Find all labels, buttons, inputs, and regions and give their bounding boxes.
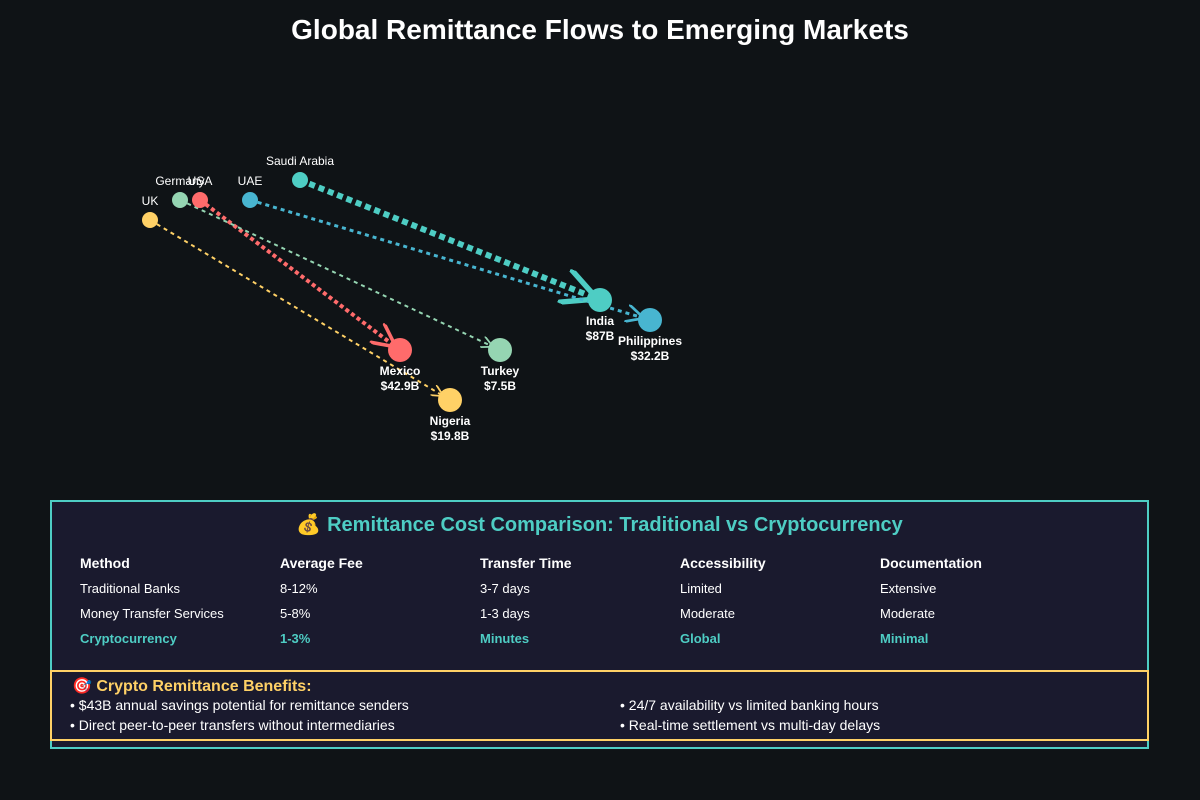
source-label-usa: USA — [188, 174, 213, 188]
cost-comparison-panel: 💰 Remittance Cost Comparison: Traditional… — [50, 500, 1149, 749]
cell-accessibility: Moderate — [680, 606, 735, 621]
target-icon: 🎯 — [72, 678, 92, 695]
source-label-uae: UAE — [238, 174, 263, 188]
destination-amount-philippines: $32.2B — [631, 349, 670, 363]
destination-node-mexico — [388, 338, 412, 362]
benefit-item: • $43B annual savings potential for remi… — [70, 697, 409, 713]
cell-time: 3-7 days — [480, 581, 530, 596]
destination-amount-nigeria: $19.8B — [431, 429, 470, 443]
header-accessibility: Accessibility — [680, 555, 766, 571]
table-row: Traditional Banks 8-12% 3-7 days Limited… — [80, 576, 1080, 601]
destination-label-nigeria: Nigeria — [430, 414, 471, 428]
destination-amount-turkey: $7.5B — [484, 379, 516, 393]
source-node-saudi-arabia — [292, 172, 308, 188]
cell-accessibility: Global — [680, 631, 721, 646]
flow-uae-to-philippines — [249, 198, 640, 317]
flow-uk-to-nigeria — [149, 219, 441, 395]
source-label-saudi-arabia: Saudi Arabia — [266, 154, 334, 168]
cell-fee: 5-8% — [280, 606, 311, 621]
source-node-uae — [242, 192, 258, 208]
destination-node-nigeria — [438, 388, 462, 412]
table-row: Money Transfer Services 5-8% 1-3 days Mo… — [80, 601, 1080, 626]
cell-documentation: Moderate — [880, 606, 935, 621]
destination-label-turkey: Turkey — [481, 364, 520, 378]
destination-node-philippines — [638, 308, 662, 332]
cell-method: Cryptocurrency — [80, 631, 177, 646]
source-label-germany: Germany — [155, 174, 204, 188]
header-fee: Average Fee — [280, 555, 363, 571]
cell-documentation: Extensive — [880, 581, 937, 596]
cell-documentation: Minimal — [880, 631, 929, 646]
header-method: Method — [80, 555, 130, 571]
table-row: Cryptocurrency 1-3% Minutes Global Minim… — [80, 626, 1080, 651]
source-node-usa — [192, 192, 208, 208]
table-header-row: Method Average Fee Transfer Time Accessi… — [80, 550, 1080, 576]
destination-node-india — [588, 288, 612, 312]
destination-label-mexico: Mexico — [380, 364, 421, 378]
page-title: Global Remittance Flows to Emerging Mark… — [291, 14, 909, 45]
cell-method: Money Transfer Services — [80, 606, 224, 621]
benefit-item: • Direct peer-to-peer transfers without … — [70, 717, 395, 733]
destination-label-india: India — [586, 314, 614, 328]
flow-germany-to-turkey — [179, 199, 491, 346]
cell-time: 1-3 days — [480, 606, 530, 621]
benefits-title: 🎯 Crypto Remittance Benefits: — [72, 676, 312, 696]
destination-label-philippines: Philippines — [618, 334, 682, 348]
header-documentation: Documentation — [880, 555, 982, 571]
benefit-item: • Real-time settlement vs multi-day dela… — [620, 717, 881, 733]
destination-node-turkey — [488, 338, 512, 362]
comparison-title: 💰 Remittance Cost Comparison: Traditional… — [52, 512, 1147, 537]
benefit-item: • 24/7 availability vs limited banking h… — [620, 697, 879, 713]
destination-amount-mexico: $42.9B — [381, 379, 420, 393]
cell-time: Minutes — [480, 631, 530, 646]
cell-fee: 8-12% — [280, 581, 318, 596]
cell-method: Traditional Banks — [80, 581, 180, 596]
header-time: Transfer Time — [480, 555, 572, 571]
source-node-uk — [142, 212, 158, 228]
cell-accessibility: Limited — [680, 581, 722, 596]
comparison-title-text: Remittance Cost Comparison: Traditional … — [327, 514, 903, 536]
benefits-title-text: Crypto Remittance Benefits: — [96, 678, 312, 695]
benefits-box: 🎯 Crypto Remittance Benefits: • $43B ann… — [50, 670, 1149, 741]
cell-fee: 1-3% — [280, 631, 311, 646]
flow-usa-to-mexico — [198, 198, 392, 344]
source-node-germany — [172, 192, 188, 208]
money-bag-icon: 💰 — [296, 514, 322, 536]
source-label-uk: UK — [142, 194, 159, 208]
destination-amount-india: $87B — [586, 329, 615, 343]
flow-saudi-arabia-to-india — [298, 177, 591, 296]
comparison-table: Method Average Fee Transfer Time Accessi… — [80, 550, 1080, 651]
